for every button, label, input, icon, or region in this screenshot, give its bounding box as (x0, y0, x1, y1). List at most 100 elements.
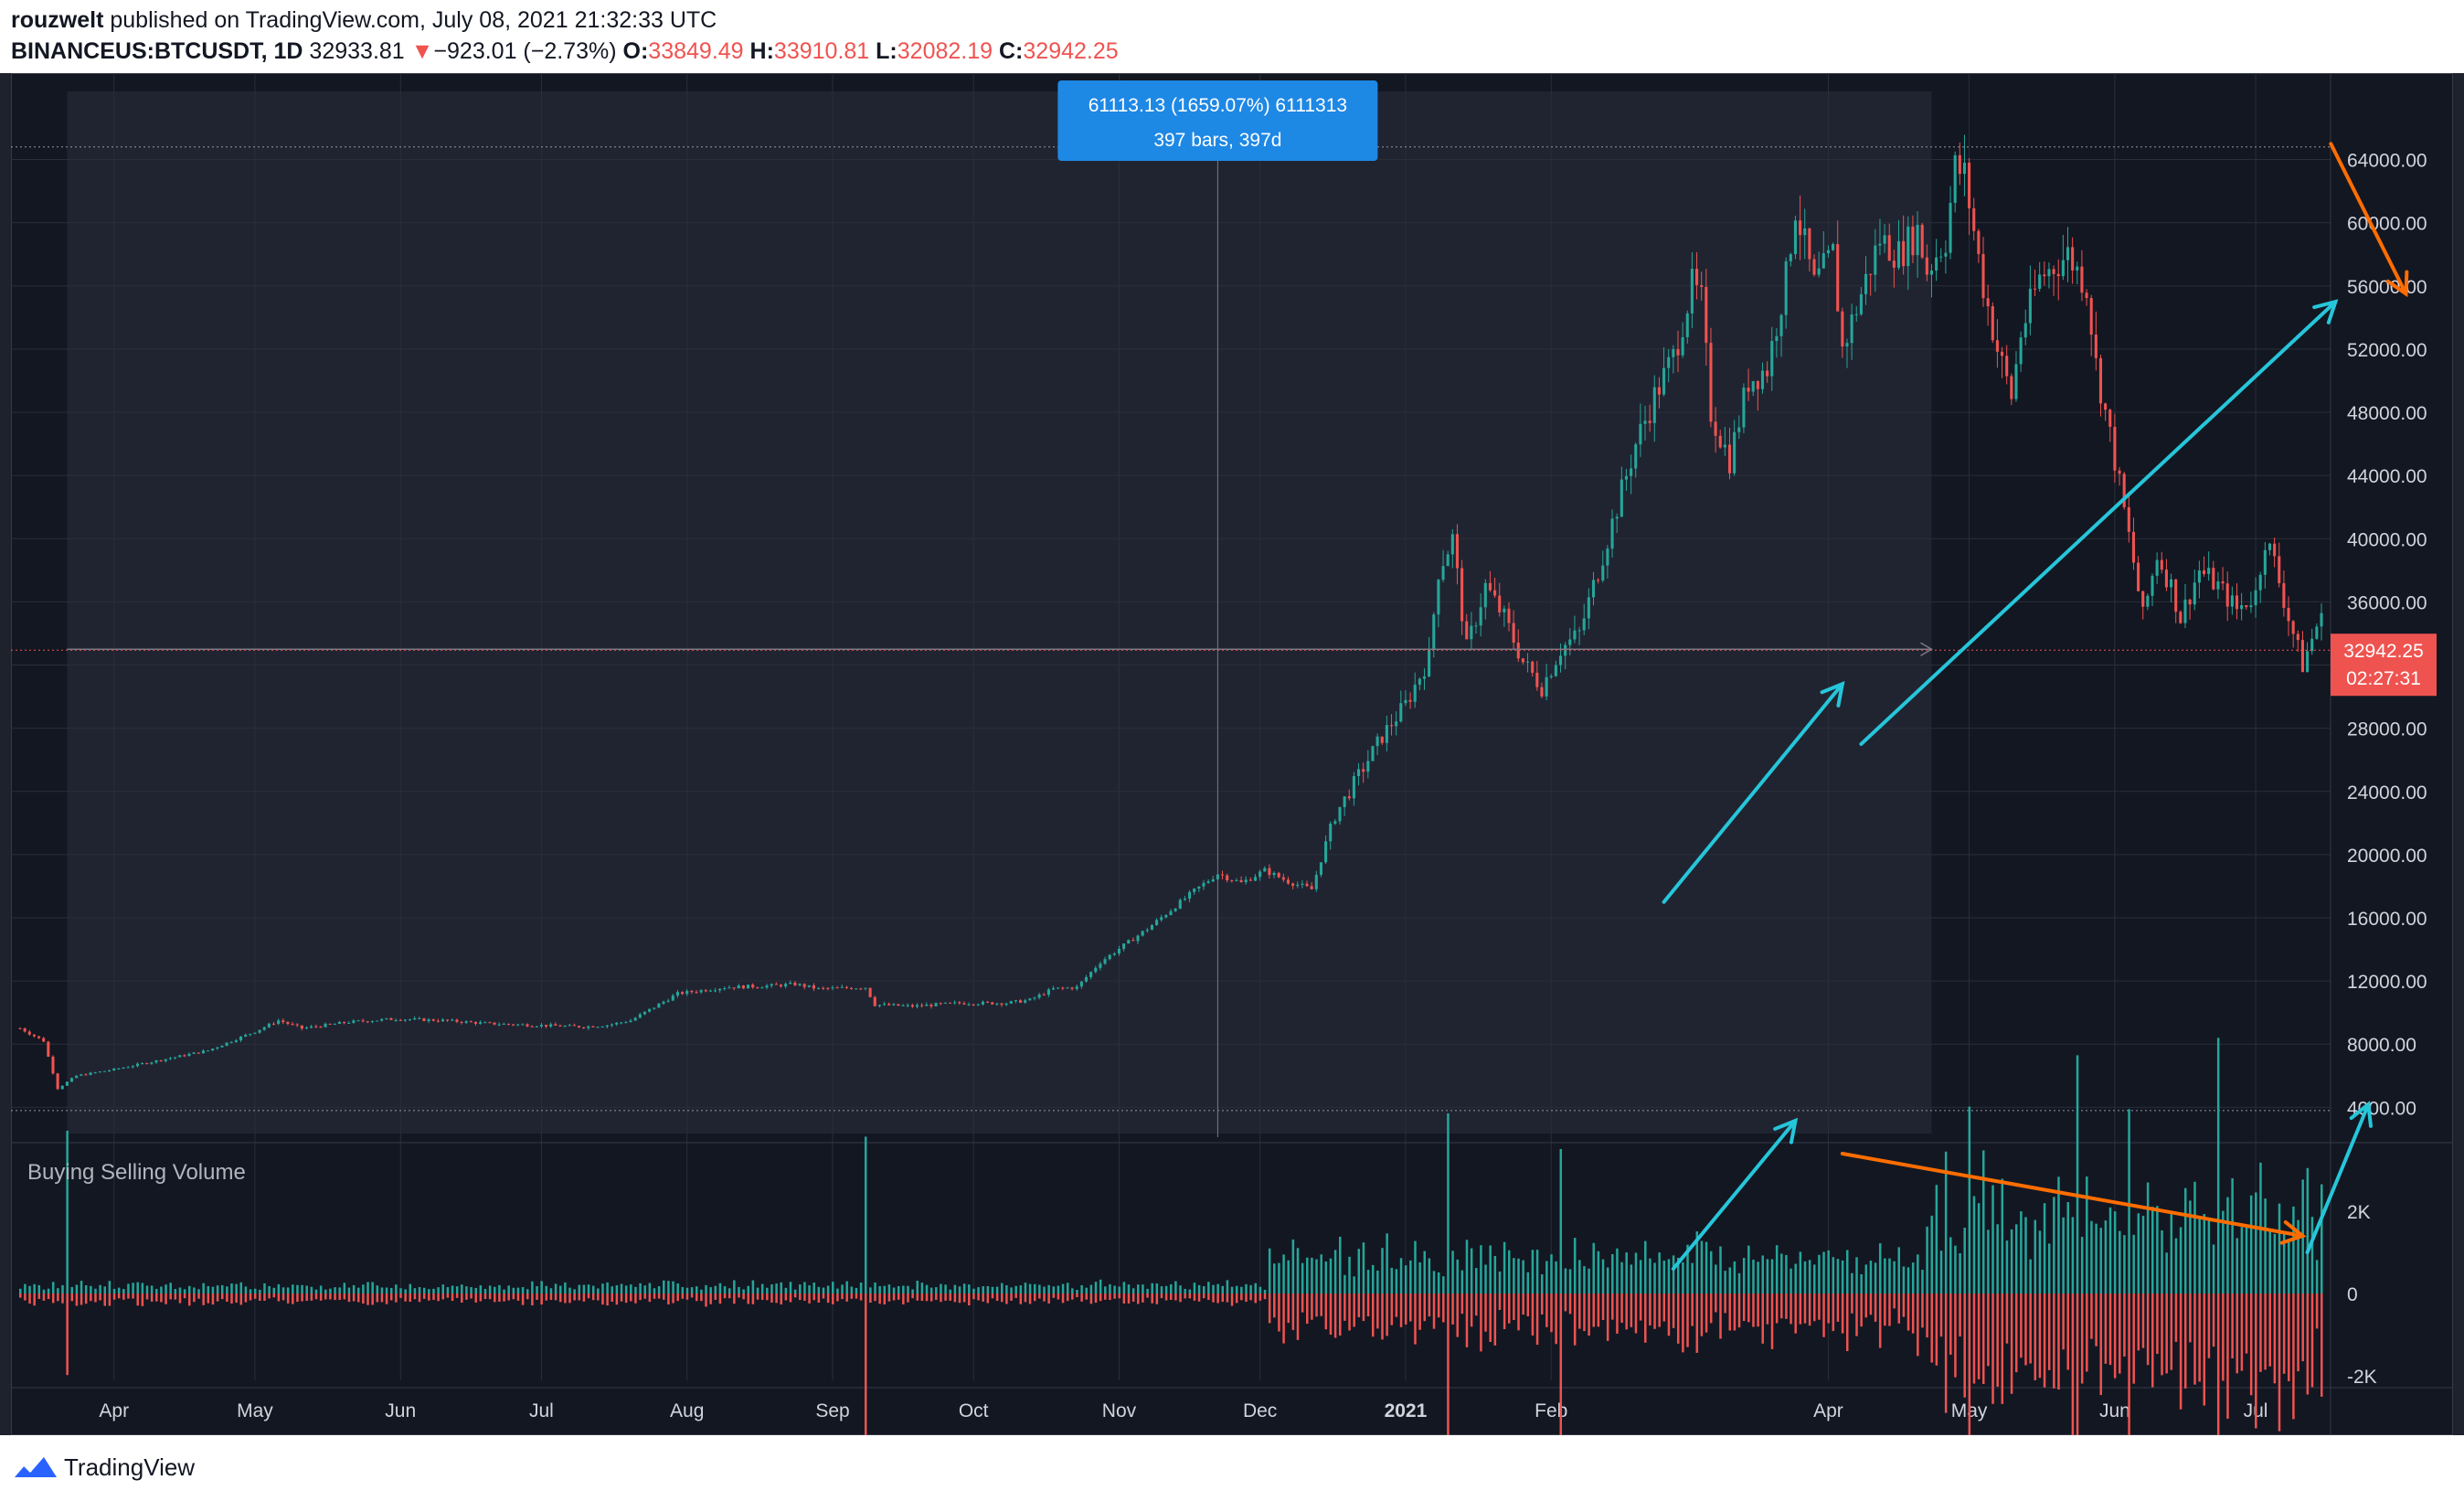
volume-sell-bar (1930, 1293, 1933, 1363)
y-tick-label: 20000.00 (2347, 846, 2427, 867)
volume-sell-bar (1437, 1293, 1440, 1318)
candle-body (1329, 824, 1333, 842)
volume-sell-bar (1752, 1293, 1755, 1327)
volume-sell-bar (319, 1293, 323, 1301)
candle-body (1766, 370, 1769, 377)
candle-body (770, 984, 773, 986)
volume-sell-bar (2053, 1293, 2055, 1389)
candle-body (2113, 426, 2117, 471)
volume-sell-bar (1761, 1293, 1764, 1344)
volume-buy-bar (1695, 1231, 1699, 1293)
volume-sell-bar (211, 1293, 215, 1305)
candle-body (370, 1021, 374, 1023)
candle-body (2249, 605, 2253, 608)
volume-buy-bar (1188, 1289, 1192, 1293)
volume-buy-bar (1498, 1271, 1502, 1293)
trend-arrow-head (2385, 270, 2409, 298)
tradingview-brand[interactable]: TradingView (64, 1453, 196, 1481)
candle-body (1841, 311, 1844, 347)
candle-body (633, 1017, 637, 1021)
volume-sell-bar (2038, 1293, 2042, 1379)
volume-buy-bar (1611, 1253, 1614, 1293)
symbol-name[interactable]: BINANCEUS:BTCUSDT, 1D (11, 38, 303, 64)
candle-body (1009, 1001, 1013, 1004)
candle-body (27, 1031, 31, 1035)
volume-buy-bar (1644, 1240, 1647, 1293)
volume-buy-bar (470, 1287, 473, 1293)
volume-buy-bar (1526, 1272, 1530, 1293)
candle-body (943, 1002, 947, 1004)
volume-sell-bar (1470, 1293, 1473, 1327)
volume-sell-bar (2001, 1293, 2004, 1404)
candle-body (1075, 986, 1078, 989)
candle-body (653, 1007, 656, 1009)
volume-sell-bar (1447, 1293, 1450, 1435)
volume-buy-bar (1057, 1285, 1060, 1293)
volume-sell-bar (470, 1293, 473, 1299)
volume-buy-bar (145, 1285, 149, 1293)
candle-body (1122, 943, 1126, 950)
volume-buy-bar (1827, 1250, 1830, 1293)
candle-body (737, 985, 740, 989)
candle-body (178, 1055, 182, 1058)
volume-sell-bar (1212, 1293, 1215, 1303)
candle-body (545, 1025, 548, 1027)
volume-sell-bar (1503, 1293, 1506, 1329)
volume-buy-bar (1338, 1236, 1342, 1293)
price-chart[interactable]: 64000.0060000.0056000.0052000.0048000.00… (11, 73, 2453, 1435)
volume-sell-bar (371, 1293, 374, 1305)
author-name[interactable]: rouzwelt (11, 7, 104, 33)
candle-body (2287, 607, 2290, 622)
candle-body (1610, 518, 1614, 549)
candle-body (521, 1024, 525, 1026)
candle-body (1972, 208, 1976, 231)
volume-sell-bar (1076, 1293, 1078, 1298)
candle-body (2104, 403, 2108, 410)
volume-buy-bar (1484, 1264, 1487, 1293)
volume-sell-bar (1240, 1293, 1243, 1301)
volume-sell-bar (1230, 1293, 1234, 1306)
volume-sell-bar (578, 1293, 581, 1301)
candle-body (1793, 220, 1797, 255)
candle-body (1832, 244, 1835, 250)
volume-sell-bar (2255, 1293, 2257, 1429)
volume-buy-bar (2310, 1217, 2314, 1293)
candle-body (1986, 298, 1990, 306)
candle-body (1737, 427, 1741, 432)
volume-buy-bar (61, 1284, 64, 1293)
candle-body (1549, 676, 1553, 677)
candle-body (441, 1019, 445, 1022)
candle-body (1375, 736, 1379, 747)
volume-buy-bar (494, 1286, 496, 1293)
volume-sell-bar (1399, 1293, 1403, 1327)
volume-buy-bar (1366, 1270, 1370, 1293)
candle-body (1540, 687, 1544, 697)
volume-sell-bar (897, 1293, 900, 1300)
volume-buy-bar (1564, 1268, 1567, 1293)
volume-buy-bar (1005, 1285, 1008, 1293)
volume-buy-bar (2226, 1197, 2229, 1293)
volume-buy-bar (2174, 1238, 2178, 1293)
candle-body (192, 1052, 196, 1054)
candle-body (826, 987, 830, 989)
volume-buy-bar (319, 1285, 323, 1293)
volume-buy-bar (1926, 1226, 1928, 1293)
volume-sell-bar (1959, 1293, 1961, 1337)
volume-sell-bar (51, 1293, 55, 1304)
volume-buy-bar (2108, 1207, 2112, 1293)
volume-buy-bar (1451, 1251, 1454, 1293)
volume-buy-bar (292, 1284, 294, 1293)
volume-sell-bar (940, 1293, 942, 1303)
candle-body (751, 985, 755, 988)
volume-sell-bar (244, 1293, 248, 1303)
volume-buy-bar (958, 1286, 961, 1293)
candle-body (1672, 348, 1675, 357)
volume-sell-bar (314, 1293, 318, 1300)
candle-body (1747, 388, 1750, 392)
volume-sell-bar (310, 1293, 313, 1301)
volume-sell-bar (272, 1293, 275, 1298)
volume-buy-bar (507, 1285, 510, 1293)
volume-buy-bar (878, 1285, 881, 1293)
candle-body (718, 988, 722, 991)
volume-buy-bar (310, 1286, 313, 1293)
